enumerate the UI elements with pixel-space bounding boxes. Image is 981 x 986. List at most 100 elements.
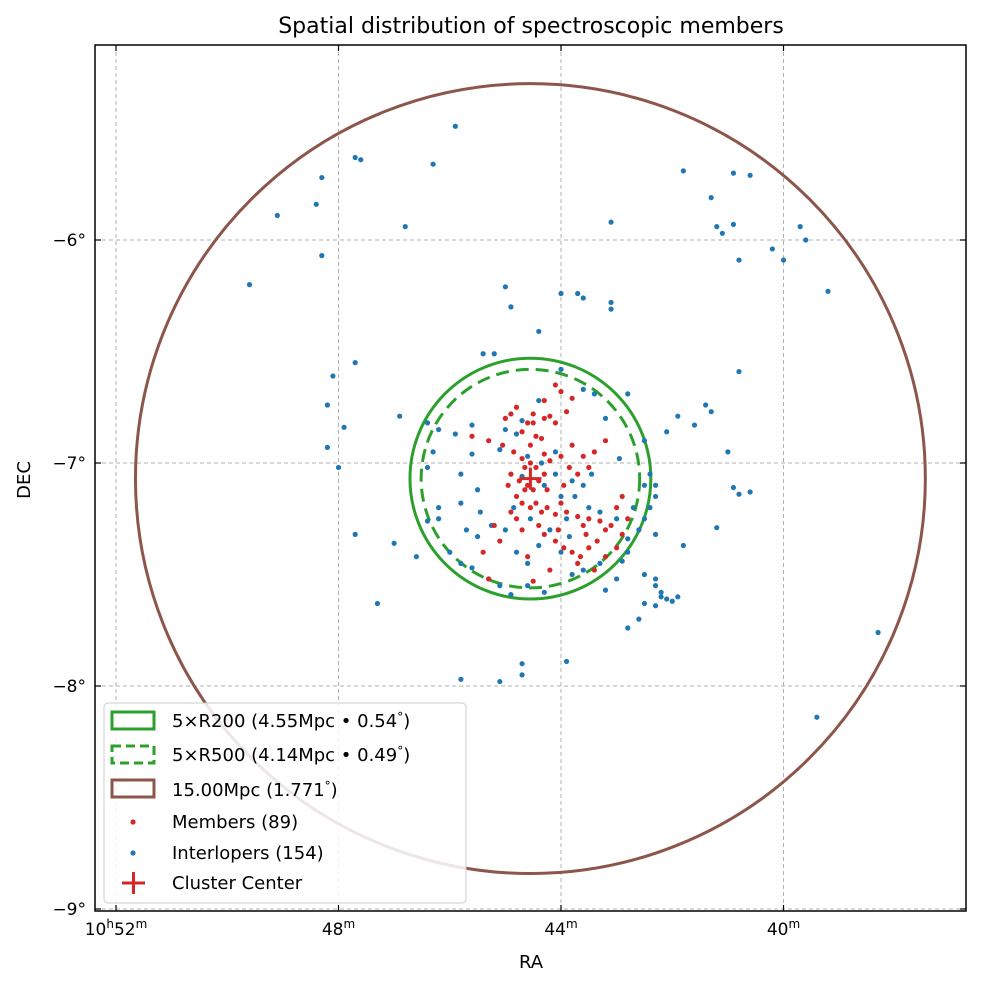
interloper-point-120 <box>658 589 664 595</box>
interloper-point-106 <box>614 516 620 522</box>
interloper-point-100 <box>525 560 531 566</box>
interloper-point-1 <box>352 154 358 161</box>
interloper-point-44 <box>413 554 419 560</box>
member-point-26 <box>580 453 586 459</box>
interloper-point-45 <box>424 518 431 524</box>
interloper-point-115 <box>675 594 681 600</box>
interloper-point-99 <box>513 549 520 555</box>
member-point-77 <box>591 567 597 573</box>
interloper-point-149 <box>641 482 648 488</box>
interloper-point-88 <box>541 589 547 595</box>
interloper-point-114 <box>669 598 675 604</box>
y-tick-label-1: −7° <box>52 454 86 474</box>
interloper-point-78 <box>647 505 653 511</box>
interloper-point-30 <box>803 237 809 243</box>
interloper-point-103 <box>563 516 570 522</box>
interloper-point-7 <box>319 253 325 259</box>
interloper-point-142 <box>572 493 578 500</box>
interloper-point-48 <box>474 487 481 493</box>
member-point-16 <box>469 433 475 439</box>
member-point-88 <box>533 433 539 439</box>
interloper-point-16 <box>536 328 542 335</box>
interloper-point-70 <box>580 386 586 393</box>
member-point-15 <box>513 404 520 410</box>
member-point-21 <box>533 464 539 471</box>
interloper-point-38 <box>324 402 330 408</box>
interloper-point-28 <box>747 172 753 178</box>
interloper-point-71 <box>591 391 597 397</box>
interloper-point-51 <box>452 431 458 437</box>
interloper-point-152 <box>597 560 603 566</box>
member-point-11 <box>552 382 559 388</box>
member-point-19 <box>522 464 528 471</box>
interloper-point-151 <box>511 505 517 511</box>
member-point-6 <box>547 413 553 419</box>
interloper-point-50 <box>469 451 475 457</box>
legend-15mpc-swatch <box>110 778 156 799</box>
legend-r500-swatch <box>110 744 156 765</box>
x-tick-label-2: 44m <box>544 917 577 940</box>
interloper-point-147 <box>566 533 572 540</box>
interloper-point-4 <box>313 201 319 207</box>
member-point-5 <box>541 415 547 421</box>
member-point-14 <box>525 420 531 426</box>
interloper-point-140 <box>436 505 442 511</box>
interloper-point-55 <box>424 464 431 471</box>
legend: 5×R200 (4.55Mpc • 0.54°) 5×R500 (4.14Mpc… <box>103 702 467 904</box>
interloper-point-111 <box>652 583 659 589</box>
member-point-52 <box>608 522 614 529</box>
interloper-point-143 <box>588 471 595 477</box>
member-point-44 <box>552 511 559 517</box>
interloper-point-127 <box>725 449 731 455</box>
interloper-point-113 <box>664 596 670 602</box>
x-tick-label-3: 40m <box>767 917 800 940</box>
interloper-point-145 <box>477 509 483 515</box>
interloper-point-15 <box>608 306 614 312</box>
interloper-point-126 <box>708 409 714 415</box>
legend-r200-swatch <box>110 710 156 731</box>
interloper-point-98 <box>502 527 508 533</box>
interloper-point-58 <box>552 449 559 455</box>
ticks: 10h52m 48m 44m 40m −6° −7° −8° −9° <box>52 45 966 940</box>
member-point-64 <box>577 554 584 560</box>
interloper-point-32 <box>780 257 787 263</box>
member-point-73 <box>530 578 536 584</box>
member-point-22 <box>541 451 547 457</box>
member-point-42 <box>538 509 545 515</box>
interloper-point-20 <box>330 373 336 379</box>
member-point-47 <box>575 513 581 520</box>
interloper-point-69 <box>558 366 564 372</box>
interloper-point-124 <box>691 422 698 428</box>
member-point-45 <box>558 500 564 506</box>
interloper-point-107 <box>625 549 631 555</box>
member-point-25 <box>569 442 575 448</box>
member-point-37 <box>513 493 520 500</box>
interloper-point-84 <box>602 587 609 593</box>
interloper-point-72 <box>602 415 609 421</box>
member-point-41 <box>533 500 539 506</box>
interloper-point-41 <box>352 531 358 537</box>
interloper-point-102 <box>547 527 553 533</box>
interloper-point-23 <box>708 195 714 201</box>
interloper-point-77 <box>652 493 659 500</box>
interloper-point-75 <box>647 471 653 477</box>
member-point-57 <box>513 516 520 522</box>
interloper-point-76 <box>652 482 659 488</box>
interloper-point-33 <box>736 257 742 263</box>
interloper-point-150 <box>469 422 475 428</box>
interloper-point-27 <box>730 221 737 227</box>
interloper-point-116 <box>652 603 659 609</box>
member-point-30 <box>575 471 581 477</box>
interloper-point-121 <box>680 542 686 549</box>
member-point-24 <box>558 453 564 459</box>
interloper-point-137 <box>875 629 881 636</box>
member-point-39 <box>522 487 528 493</box>
interloper-point-129 <box>730 484 737 491</box>
interloper-point-2 <box>430 161 436 167</box>
interloper-point-82 <box>619 558 625 564</box>
interloper-point-94 <box>458 560 464 566</box>
interloper-point-22 <box>680 168 686 174</box>
member-point-18 <box>519 455 525 462</box>
y-tick-label-3: −9° <box>52 900 86 920</box>
member-point-78 <box>491 522 497 529</box>
